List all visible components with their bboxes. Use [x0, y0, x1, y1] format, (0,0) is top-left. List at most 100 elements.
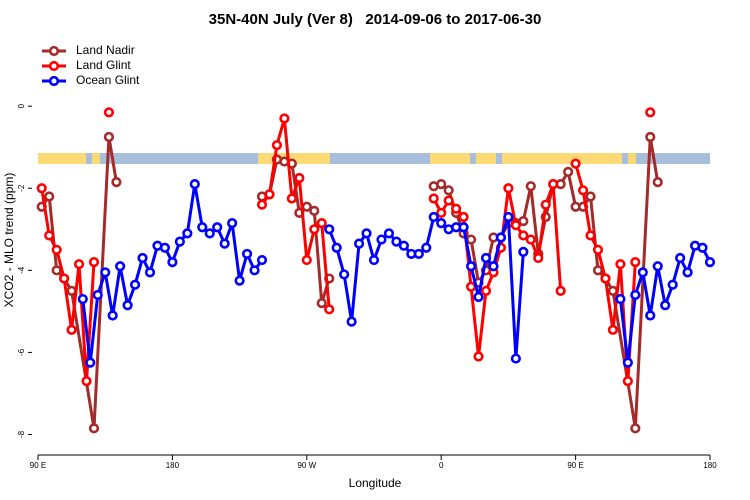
x-tick-label: 90 E — [567, 461, 583, 470]
data-point — [675, 252, 686, 264]
x-tick-label: 90 W — [297, 461, 316, 470]
data-point — [115, 261, 126, 272]
data-point — [518, 215, 529, 227]
legend-label: Ocean Glint — [76, 73, 140, 87]
data-point — [316, 218, 327, 229]
data-point — [249, 265, 260, 276]
data-point — [279, 113, 290, 124]
data-point — [122, 300, 133, 311]
land-band — [628, 153, 636, 164]
data-point — [503, 183, 514, 194]
data-point — [436, 207, 447, 218]
data-point — [204, 228, 215, 239]
data-point — [458, 211, 469, 223]
data-point — [241, 248, 253, 260]
data-point — [264, 189, 275, 200]
data-point — [413, 248, 424, 260]
data-point — [473, 291, 484, 303]
data-point — [585, 191, 596, 202]
y-axis-label: XCO2 - MLO trend (ppm) — [2, 173, 16, 308]
data-point — [376, 234, 387, 245]
data-point — [465, 281, 477, 292]
legend-marker — [48, 45, 60, 57]
data-point — [615, 293, 626, 305]
data-point — [458, 222, 469, 233]
data-point — [167, 257, 178, 268]
y-tick-label: 0 — [17, 103, 26, 108]
data-point — [339, 269, 350, 280]
data-point — [81, 376, 92, 387]
data-point — [480, 252, 492, 264]
data-point — [353, 238, 365, 249]
data-point — [383, 228, 395, 239]
data-point — [137, 252, 148, 264]
data-point — [436, 218, 447, 229]
data-point — [436, 179, 447, 190]
data-point — [309, 205, 320, 216]
surface-band — [38, 153, 710, 164]
chart-title: 35N-40N July (Ver 8) 2014-09-06 to 2017-… — [209, 11, 542, 28]
data-point — [630, 423, 641, 434]
data-point — [256, 254, 268, 266]
land-band — [92, 153, 100, 164]
data-point — [525, 234, 536, 245]
land-band — [430, 153, 470, 164]
data-point — [331, 242, 342, 253]
data-point — [227, 218, 238, 229]
data-point — [622, 357, 633, 368]
data-point — [451, 203, 462, 214]
data-point — [59, 273, 70, 284]
data-point — [667, 279, 678, 290]
x-tick-label: 180 — [703, 461, 717, 470]
x-axis-label: Longitude — [349, 476, 402, 490]
data-point — [324, 224, 335, 235]
data-point — [51, 244, 62, 255]
y-tick-label: -8 — [17, 430, 26, 438]
data-point — [443, 185, 454, 196]
data-point — [301, 254, 312, 266]
data-point — [473, 351, 484, 362]
x-tick-label: 90 E — [30, 461, 46, 470]
data-point — [563, 166, 574, 177]
data-point — [51, 265, 62, 276]
data-point — [510, 353, 521, 364]
x-tick-label: 0 — [439, 461, 444, 470]
data-point — [346, 316, 357, 327]
data-point — [630, 257, 641, 268]
data-point — [607, 324, 619, 335]
data-point — [66, 324, 77, 335]
data-point — [630, 289, 641, 301]
data-point — [92, 289, 103, 301]
data-point — [600, 273, 611, 284]
data-point — [234, 275, 245, 286]
data-point — [510, 220, 521, 231]
data-point — [585, 230, 596, 241]
data-point — [111, 176, 122, 188]
data-point — [645, 310, 656, 321]
y-tick-label: -6 — [17, 348, 26, 356]
data-point — [652, 176, 663, 188]
data-point — [316, 298, 327, 309]
data-point — [428, 193, 439, 204]
data-point — [189, 179, 200, 190]
legend-marker — [48, 60, 60, 72]
data-point — [421, 242, 432, 253]
data-point — [637, 267, 648, 278]
data-point — [465, 261, 477, 272]
x-tick-label: 180 — [166, 461, 180, 470]
data-point — [361, 228, 372, 239]
data-point — [592, 244, 604, 255]
data-point — [73, 259, 85, 270]
y-tick-label: -2 — [17, 184, 26, 192]
legend-marker — [48, 75, 60, 87]
data-point — [518, 246, 529, 257]
data-point — [533, 252, 544, 264]
data-point — [219, 238, 230, 249]
legend-label: Land Nadir — [76, 43, 135, 57]
data-point — [44, 230, 55, 241]
data-point — [85, 357, 96, 368]
data-point — [159, 242, 171, 253]
data-point — [465, 234, 477, 245]
data-point — [660, 300, 671, 311]
